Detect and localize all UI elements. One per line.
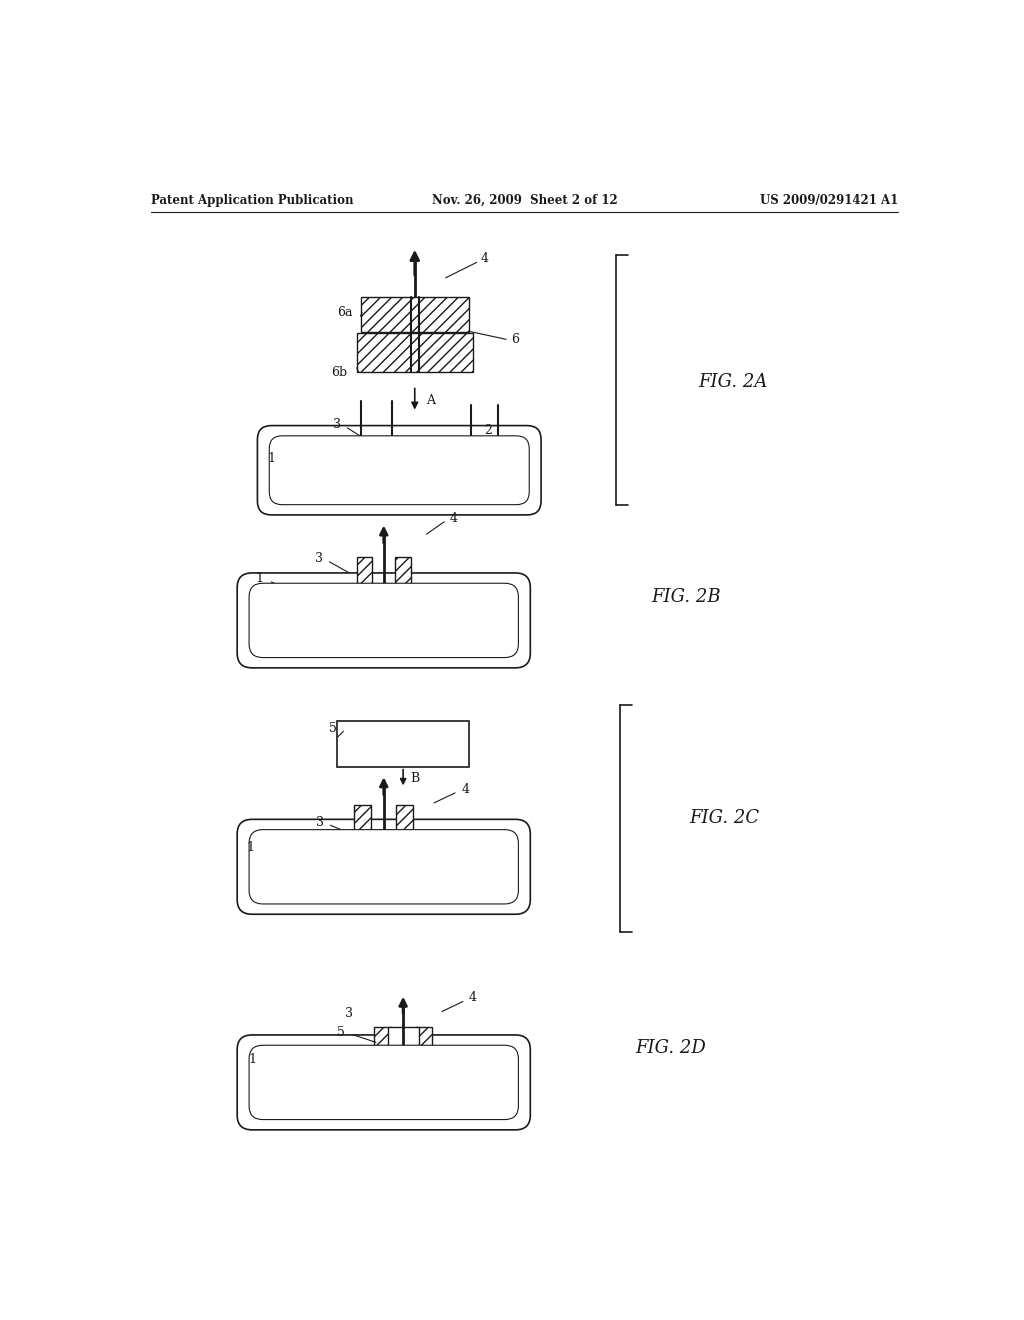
Text: 3: 3 [316,816,325,829]
FancyBboxPatch shape [269,436,529,504]
Text: 1: 1 [247,841,254,854]
FancyBboxPatch shape [238,820,530,915]
Text: US 2009/0291421 A1: US 2009/0291421 A1 [760,194,898,207]
Text: 1: 1 [256,572,264,585]
Text: 5: 5 [330,722,337,735]
FancyBboxPatch shape [238,573,530,668]
Bar [396,805,414,867]
Text: 4: 4 [461,783,469,796]
Text: 2: 2 [484,424,493,437]
FancyBboxPatch shape [257,425,541,515]
FancyBboxPatch shape [249,1045,518,1119]
Bar [354,805,372,867]
Text: 6b: 6b [331,366,347,379]
Bar [395,557,411,619]
Text: FIG. 2D: FIG. 2D [635,1039,706,1057]
Text: 3: 3 [333,417,341,430]
Bar [356,557,372,619]
Text: FIG. 2C: FIG. 2C [690,809,760,828]
Text: 4: 4 [480,252,488,265]
Text: 3: 3 [315,552,324,565]
Bar [388,1027,420,1051]
FancyBboxPatch shape [249,830,518,904]
Bar [356,333,473,372]
Bar [337,721,469,767]
Bar [415,1027,432,1085]
Bar [375,1027,391,1085]
Text: 1: 1 [267,453,275,465]
Text: 6a: 6a [337,306,352,319]
Text: FIG. 2A: FIG. 2A [697,372,767,391]
Text: 3: 3 [345,1007,353,1019]
Text: 1: 1 [248,1053,256,1065]
Text: Nov. 26, 2009  Sheet 2 of 12: Nov. 26, 2009 Sheet 2 of 12 [432,194,617,207]
FancyBboxPatch shape [238,1035,530,1130]
Text: FIG. 2B: FIG. 2B [651,589,721,606]
Bar [360,297,469,331]
Text: B: B [411,772,420,785]
Text: 5: 5 [337,1026,345,1039]
Text: 6: 6 [512,333,519,346]
Text: A: A [426,395,435,408]
Text: Patent Application Publication: Patent Application Publication [152,194,353,207]
Text: 4: 4 [450,512,458,525]
FancyBboxPatch shape [249,583,518,657]
Text: 4: 4 [469,991,477,1005]
